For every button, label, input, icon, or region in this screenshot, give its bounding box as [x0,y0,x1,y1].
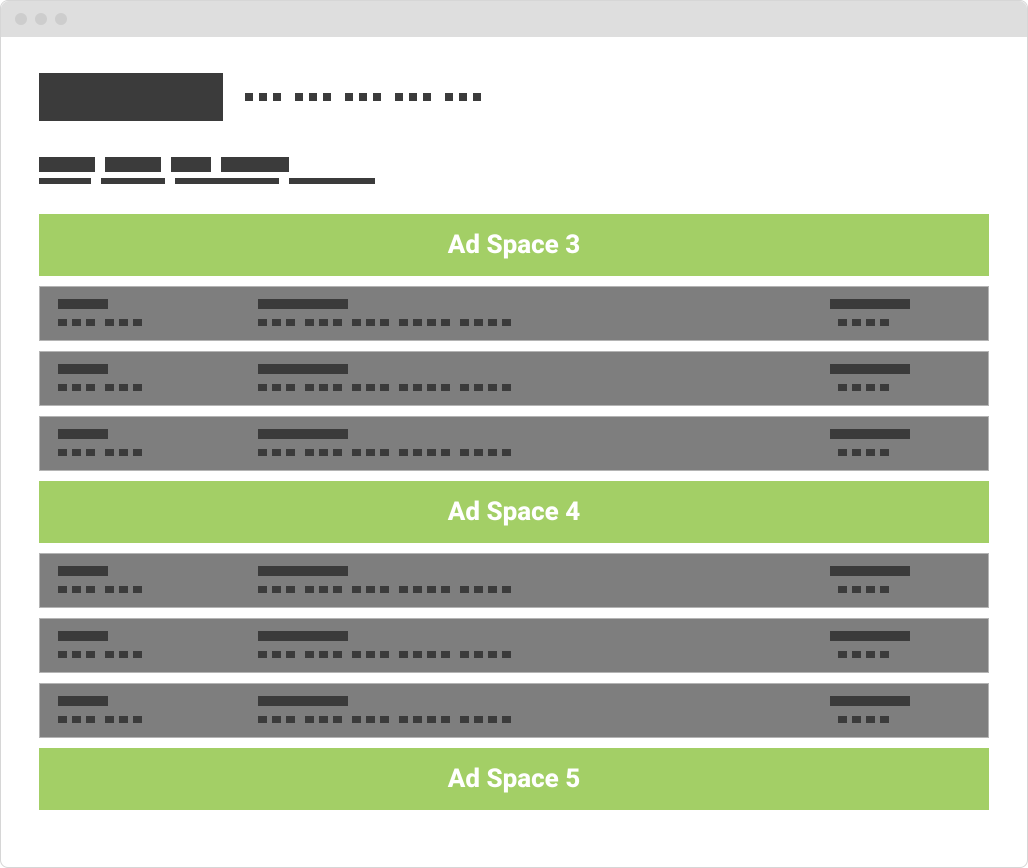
dash [273,93,281,101]
cell-header [58,696,238,706]
placeholder-text [258,449,810,456]
placeholder-text [830,384,970,391]
placeholder-text [58,651,238,658]
title-bar [1,1,1027,37]
ad-space-middle[interactable]: Ad Space 4 [39,481,989,543]
placeholder-text [830,449,970,456]
placeholder-text [58,319,238,326]
nav-tab[interactable] [221,157,289,172]
dash [295,93,303,101]
dash [395,93,403,101]
cell-header [58,299,238,309]
cell-header [258,364,810,374]
cell-header [58,364,238,374]
cell-header [830,696,970,706]
dash [445,93,453,101]
placeholder-text [58,384,238,391]
site-header [39,73,989,121]
placeholder-text [830,651,970,658]
cell-header [830,631,970,641]
dash [459,93,467,101]
dash [473,93,481,101]
list-item[interactable] [39,286,989,341]
placeholder-text [258,586,810,593]
placeholder-text [830,319,970,326]
cell-header [258,299,810,309]
list-item[interactable] [39,553,989,608]
nav-tab[interactable] [105,157,161,172]
nav-tab[interactable] [171,157,211,172]
cell-header [258,631,810,641]
placeholder-text [258,384,810,391]
list-item[interactable] [39,618,989,673]
cell-header [258,696,810,706]
ad-space-top[interactable]: Ad Space 3 [39,214,989,276]
dash-group [445,93,481,101]
cell-header [830,429,970,439]
secondary-nav [39,157,989,184]
header-nav-placeholder [245,93,481,101]
list-item[interactable] [39,416,989,471]
dash-group [395,93,431,101]
placeholder-text [58,449,238,456]
nav-underline-segment [289,178,375,184]
page-content: Ad Space 3 Ad Space 4 Ad Space 5 [1,37,1027,867]
logo-placeholder[interactable] [39,73,223,121]
cell-header [58,566,238,576]
maximize-icon[interactable] [55,13,67,25]
nav-tabs [39,157,989,172]
cell-header [830,566,970,576]
dash [409,93,417,101]
browser-window: Ad Space 3 Ad Space 4 Ad Space 5 [0,0,1028,868]
placeholder-text [258,319,810,326]
nav-underline [39,178,989,184]
list-item[interactable] [39,351,989,406]
cell-header [830,364,970,374]
minimize-icon[interactable] [35,13,47,25]
placeholder-text [58,716,238,723]
nav-tab[interactable] [39,157,95,172]
cell-header [830,299,970,309]
cell-header [58,429,238,439]
cell-header [258,566,810,576]
nav-underline-segment [101,178,165,184]
dash-group [245,93,281,101]
cell-header [258,429,810,439]
dash-group [295,93,331,101]
close-icon[interactable] [15,13,27,25]
placeholder-text [830,586,970,593]
placeholder-text [830,716,970,723]
dash [309,93,317,101]
dash-group [345,93,381,101]
dash [373,93,381,101]
ad-space-bottom[interactable]: Ad Space 5 [39,748,989,810]
dash [323,93,331,101]
nav-underline-segment [175,178,279,184]
dash [259,93,267,101]
nav-underline-segment [39,178,91,184]
list-item[interactable] [39,683,989,738]
cell-header [58,631,238,641]
placeholder-text [258,651,810,658]
dash [423,93,431,101]
dash [359,93,367,101]
dash [245,93,253,101]
dash [345,93,353,101]
placeholder-text [58,586,238,593]
placeholder-text [258,716,810,723]
